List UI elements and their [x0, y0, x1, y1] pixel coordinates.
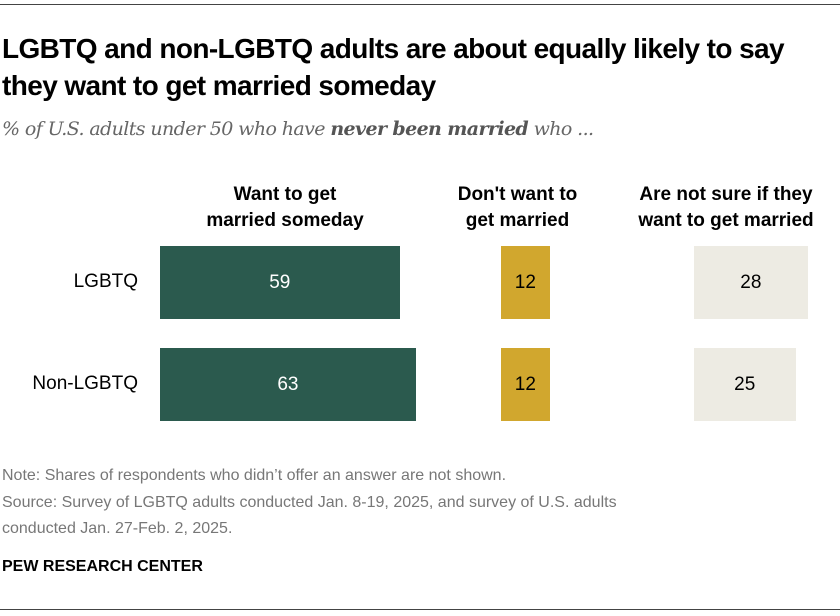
row-label: Non-LGBTQ: [32, 373, 138, 394]
source-line-2: conducted Jan. 27-Feb. 2, 2025.: [2, 520, 233, 537]
chart-title: LGBTQ and non-LGBTQ adults are about equ…: [2, 33, 785, 101]
pew-logo: PEW RESEARCH CENTER: [2, 558, 203, 575]
bar-dont-want: 12: [501, 246, 550, 319]
header-line: married someday: [206, 210, 364, 231]
data-label: 12: [514, 373, 536, 395]
header-line: Want to get: [233, 184, 337, 205]
subtitle-text: % of U.S. adults under 50 who have: [2, 118, 331, 140]
data-label: 59: [269, 271, 291, 293]
bottom-rule: [0, 609, 840, 610]
note: Note: Shares of respondents who didn’t o…: [2, 467, 507, 484]
row-label: LGBTQ: [73, 271, 138, 292]
top-rule: [0, 4, 840, 5]
bar-want: 63: [160, 348, 416, 421]
bar-not-sure: 25: [694, 348, 796, 421]
column-header-want: Want to get married someday: [160, 182, 410, 234]
data-label: 28: [740, 271, 762, 293]
subtitle-emphasis: never been married: [330, 118, 529, 140]
column-header-dont-want: Don't want to get married: [430, 182, 605, 234]
data-label: 12: [514, 271, 536, 293]
header-line: want to get married: [638, 210, 814, 231]
chart-subtitle: % of U.S. adults under 50 who have never…: [2, 118, 595, 140]
header-line: get married: [465, 210, 570, 231]
column-header-not-sure: Are not sure if they want to get married: [615, 182, 837, 234]
data-label: 63: [277, 373, 299, 395]
header-line: Don't want to: [457, 184, 578, 205]
bar-dont-want: 12: [501, 348, 550, 421]
subtitle-text-end: who ...: [528, 118, 595, 140]
bar-not-sure: 28: [694, 246, 808, 319]
header-line: Are not sure if they: [639, 184, 813, 205]
source-line-1: Source: Survey of LGBTQ adults conducted…: [2, 494, 617, 511]
bar-want: 59: [160, 246, 400, 319]
data-label: 25: [734, 373, 756, 395]
